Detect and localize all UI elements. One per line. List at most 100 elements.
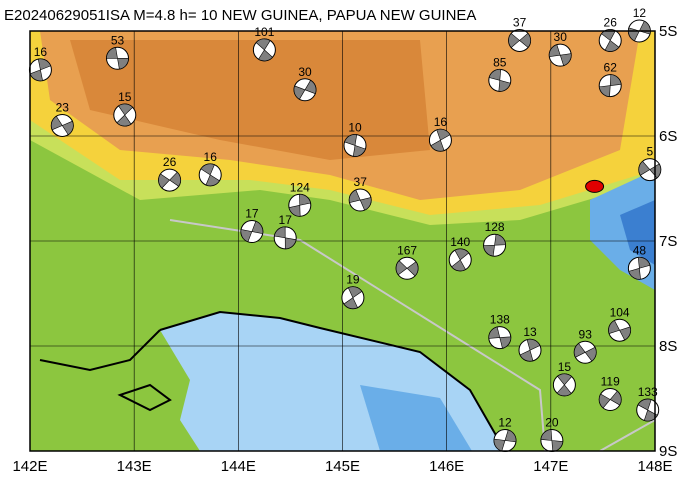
depth-label: 12 — [633, 6, 647, 20]
beachball-compression — [483, 233, 506, 257]
beachball-compression — [51, 115, 74, 136]
beachball-compression — [395, 260, 419, 277]
focal-mechanism — [627, 256, 651, 280]
depth-label: 119 — [601, 375, 620, 389]
focal-mechanism — [113, 103, 137, 127]
depth-label: 15 — [558, 360, 572, 374]
focal-mechanism — [488, 68, 512, 92]
focal-mechanism — [508, 28, 532, 52]
depth-label: 85 — [493, 55, 507, 69]
focal-mechanism — [608, 318, 632, 342]
beachball-compression — [106, 47, 129, 70]
depth-label: 133 — [638, 385, 658, 399]
focal-mechanism — [493, 429, 517, 452]
focal-mechanism — [198, 163, 222, 187]
depth-label: 5 — [646, 145, 653, 159]
depth-label: 124 — [290, 180, 310, 194]
beachball-compression — [288, 194, 311, 217]
beachball-compression — [573, 343, 597, 362]
beachball-compression — [274, 226, 297, 250]
depth-label: 167 — [397, 243, 417, 257]
depth-label: 37 — [354, 175, 368, 189]
beachball-compression — [343, 286, 363, 309]
depth-label: 48 — [633, 243, 647, 257]
focal-mechanism — [273, 226, 297, 250]
events: 53 16 23 15 26 16 17 17 124 37 19 167 101 30 10 128 138 1… — [28, 6, 662, 452]
focal-mechanism — [50, 114, 74, 137]
x-tick-label: 142E — [12, 458, 47, 475]
y-tick-label: 5S — [659, 23, 677, 40]
focal-mechanism — [573, 340, 597, 364]
beachball-compression — [637, 398, 658, 422]
beachball-compression — [598, 390, 622, 409]
beachball-compression — [116, 103, 134, 127]
focal-mechanism — [343, 133, 367, 157]
y-tick-label: 9S — [659, 443, 677, 460]
focal-mechanism — [240, 220, 264, 244]
beachball-compression — [348, 189, 372, 211]
depth-label: 26 — [163, 155, 177, 169]
depth-label: 53 — [111, 33, 125, 47]
beachball-compression — [488, 69, 511, 92]
x-tick-label: 144E — [221, 458, 256, 475]
depth-label: 16 — [434, 115, 448, 129]
map-title: E20240629051ISA M=4.8 h= 10 NEW GUINEA, … — [4, 7, 476, 24]
depth-label: 62 — [604, 61, 618, 75]
focal-mechanism — [428, 128, 452, 152]
beachball-compression — [556, 373, 573, 397]
depth-label: 104 — [610, 305, 630, 319]
x-tick-label: 148E — [637, 458, 672, 475]
focal-mechanism — [252, 38, 276, 62]
x-tick-label: 143E — [117, 458, 152, 475]
focal-mechanism — [540, 429, 564, 452]
focal-mechanism — [483, 233, 507, 257]
depth-label: 16 — [34, 45, 48, 59]
depth-label: 93 — [579, 327, 593, 341]
main-event — [585, 179, 605, 193]
beachball-compression — [200, 163, 220, 187]
focal-mechanism — [106, 46, 129, 70]
depth-label: 30 — [554, 30, 568, 44]
beachball-compression — [240, 220, 264, 243]
focal-mechanism — [448, 248, 472, 272]
focal-mechanism — [348, 188, 372, 212]
x-tick-label: 146E — [429, 458, 464, 475]
y-tick-label: 6S — [659, 128, 677, 145]
focal-mechanism — [288, 193, 312, 217]
focal-mechanism — [158, 168, 182, 192]
y-tick-label: 8S — [659, 338, 677, 355]
focal-mechanism — [552, 373, 576, 397]
beachball-compression — [598, 74, 622, 97]
depth-label: 101 — [254, 25, 274, 39]
x-tick-label: 147E — [533, 458, 568, 475]
depth-label: 138 — [490, 313, 510, 327]
depth-label: 17 — [245, 207, 259, 221]
focal-mechanism — [518, 338, 542, 362]
focal-mechanism — [598, 28, 622, 52]
depth-label: 26 — [604, 15, 618, 29]
depth-label: 30 — [298, 65, 312, 79]
beachball-compression — [628, 257, 651, 280]
map-frame — [29, 30, 656, 452]
focal-mechanism — [395, 256, 419, 280]
depth-label: 16 — [204, 150, 218, 164]
x-tick-label: 145E — [325, 458, 360, 475]
depth-label: 128 — [485, 220, 505, 234]
depth-label: 37 — [513, 15, 527, 29]
focal-mechanism — [548, 43, 572, 67]
beachball-compression — [255, 38, 273, 62]
beachball-compression — [508, 32, 531, 49]
beachball-compression — [158, 171, 181, 189]
depth-label: 12 — [498, 416, 512, 430]
depth-label: 17 — [279, 213, 293, 227]
depth-label: 19 — [346, 273, 360, 287]
beachball-compression — [608, 320, 631, 341]
beachball-compression — [548, 44, 572, 66]
beachball-compression — [519, 338, 541, 362]
y-tick-label: 7S — [659, 233, 677, 250]
depth-label: 15 — [118, 90, 132, 104]
focal-mechanism — [598, 388, 622, 412]
depth-label: 140 — [450, 235, 470, 249]
beachball-compression — [344, 134, 366, 157]
